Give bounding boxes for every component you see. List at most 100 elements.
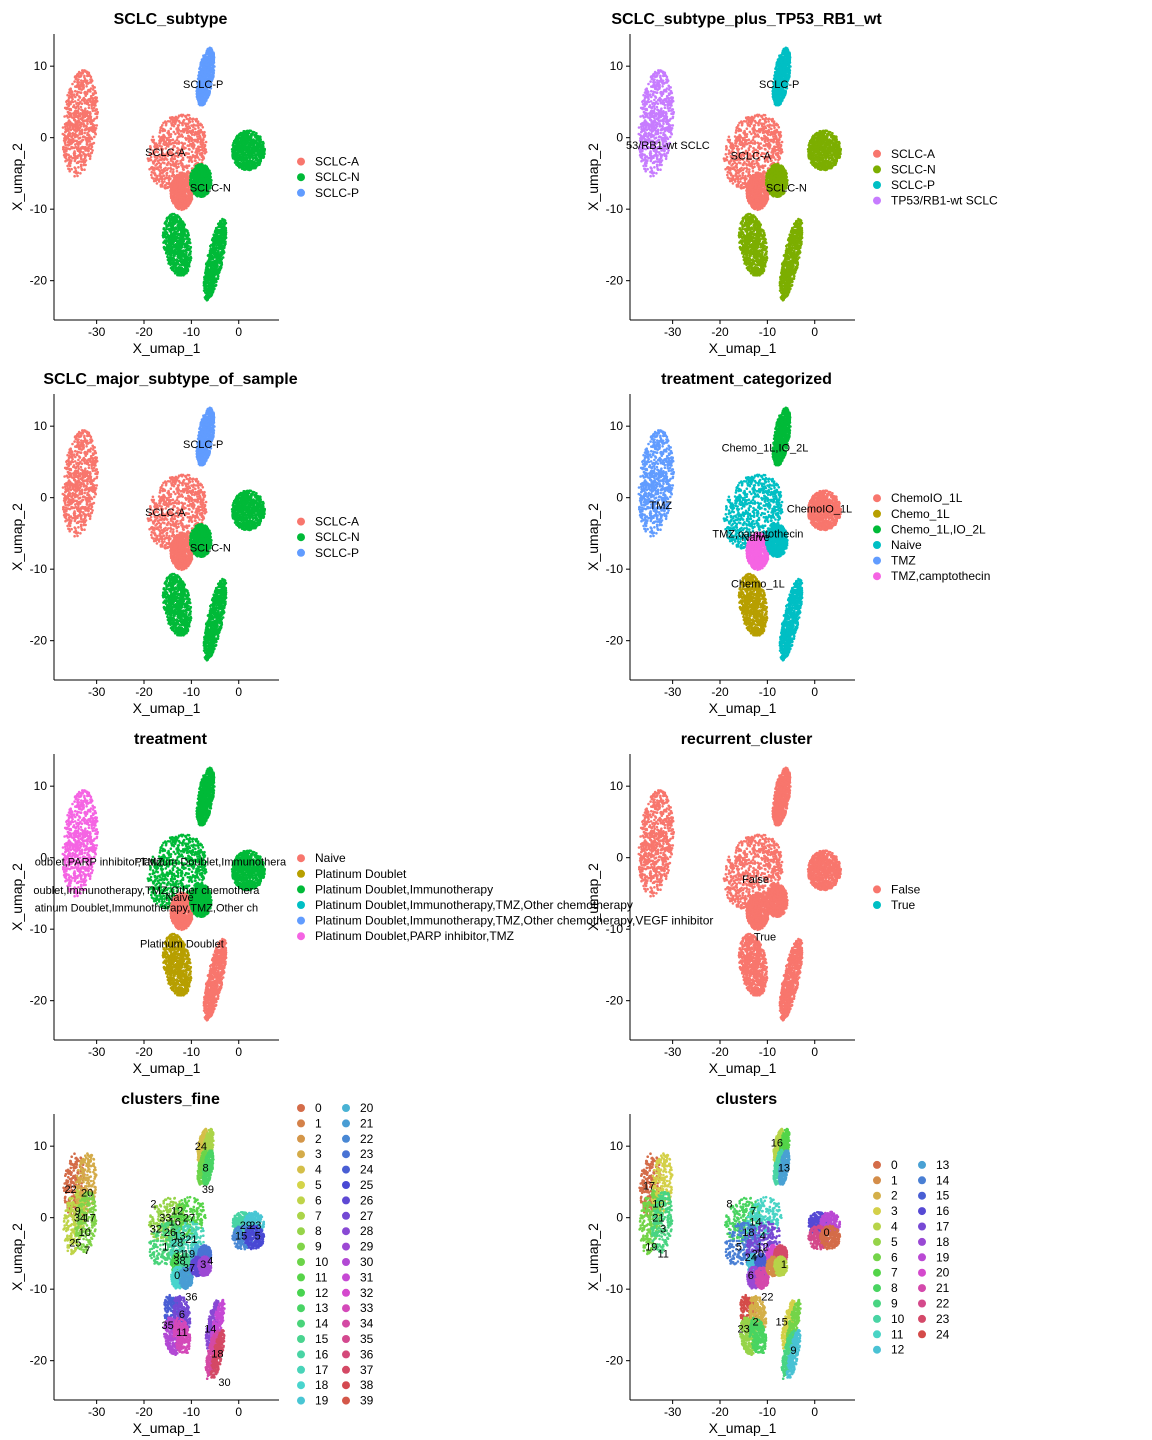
umap-panel-clusters-fine: clusters_fine-30 -20 -10 0100-10-20X_umap_1…: [9, 1091, 374, 1436]
x-tick-label: 0: [811, 325, 818, 339]
x-tick-label: -20: [135, 325, 153, 339]
legend-key: [297, 1288, 305, 1297]
legend-key: [873, 1284, 881, 1293]
legend-key: [297, 1304, 305, 1313]
x-axis-label: X_umap_1: [133, 700, 201, 716]
cluster-annotation: ChemoIO_1L: [787, 503, 852, 515]
legend-key: [297, 517, 305, 526]
cluster-annotation: 22: [761, 1291, 773, 1303]
legend-label: 19: [936, 1250, 950, 1264]
x-tick-label: -10: [183, 1045, 201, 1059]
cluster-annotation: 18: [742, 1227, 754, 1239]
y-tick-label: 0: [616, 491, 623, 505]
legend-key: [297, 1273, 305, 1282]
legend-key: [342, 1227, 350, 1236]
legend-key: [342, 1134, 350, 1143]
legend-label: 0: [891, 1158, 898, 1172]
legend-key: [873, 901, 881, 909]
cluster-annotation: 23: [738, 1324, 750, 1336]
cluster-annotation: 0: [174, 1270, 180, 1282]
cluster-annotation: 5: [255, 1231, 261, 1243]
scatter-points: [638, 1127, 842, 1380]
x-tick-label: 0: [811, 1045, 818, 1059]
legend-key: [297, 869, 305, 878]
cluster-annotation: 12: [757, 1241, 769, 1253]
y-tick-label: 10: [34, 59, 48, 73]
legend-label: Chemo_1L,IO_2L: [891, 522, 986, 536]
cluster-annotation: SCLC-N: [190, 543, 231, 555]
cluster-annotation: 33: [159, 1213, 171, 1225]
legend-key: [342, 1211, 350, 1220]
y-tick-label: 10: [34, 1139, 48, 1153]
cluster-annotation: oublet,Immunotherapy,TMZ,Other chemother…: [33, 885, 260, 897]
legend-key: [873, 1253, 881, 1262]
x-tick-label: -30: [664, 685, 682, 699]
cluster-annotation: 2: [752, 1316, 758, 1328]
x-tick-label: 0: [235, 325, 242, 339]
x-tick-label: -10: [183, 325, 201, 339]
cluster-annotation: 13: [173, 1231, 185, 1243]
legend-label: False: [891, 882, 921, 896]
legend-key: [873, 556, 881, 565]
cluster-annotation: 27: [183, 1213, 195, 1225]
cluster-annotation: 4: [760, 1231, 766, 1243]
legend-label: 10: [315, 1255, 329, 1269]
x-tick-label: 0: [811, 1405, 818, 1419]
legend-label: 36: [360, 1347, 374, 1361]
x-tick-label: -10: [759, 1405, 777, 1419]
x-tick-label: 0: [235, 1045, 242, 1059]
legend-key: [342, 1119, 350, 1128]
legend-label: 14: [936, 1173, 950, 1187]
legend-label: 12: [891, 1343, 905, 1357]
scatter-points: [61, 46, 267, 302]
cluster-annotation: Naive: [165, 892, 193, 904]
chart-title: SCLC_subtype: [114, 11, 228, 28]
cluster-annotation: Chemo_1L: [731, 578, 785, 590]
legend-label: 30: [360, 1255, 374, 1269]
legend-label: Platinum Doublet,Immunotherapy,TMZ,Other…: [315, 898, 633, 912]
legend-key: [918, 1207, 926, 1216]
legend-key: [297, 1242, 305, 1251]
legend-label: 16: [936, 1204, 950, 1218]
legend-key: [873, 885, 881, 894]
legend-label: 24: [936, 1327, 950, 1341]
x-axis-label: X_umap_1: [709, 340, 777, 356]
legend-label: 15: [315, 1332, 329, 1346]
legend-key: [342, 1165, 350, 1174]
legend-label: SCLC-N: [891, 162, 936, 176]
legend-key: [342, 1242, 350, 1251]
y-axis-label: X_umap_2: [585, 1223, 601, 1291]
legend-label: 33: [360, 1301, 374, 1315]
y-tick-label: -10: [30, 202, 48, 216]
legend-label: 16: [315, 1347, 329, 1361]
legend-key: [918, 1176, 926, 1185]
x-tick-label: -10: [183, 685, 201, 699]
y-tick-label: 10: [34, 779, 48, 793]
cluster-annotation: 11: [657, 1248, 668, 1260]
legend-label: Platinum Doublet,Immunotherapy: [315, 882, 493, 896]
cluster-annotation: True: [754, 931, 776, 943]
legend-label: 4: [315, 1163, 322, 1177]
chart-title: SCLC_major_subtype_of_sample: [43, 371, 297, 388]
legend-key: [342, 1365, 350, 1374]
legend-key: [873, 165, 881, 174]
legend-label: 19: [315, 1394, 329, 1408]
chart-title: clusters: [716, 1091, 777, 1108]
cluster-annotation: 4: [207, 1256, 213, 1268]
cluster-annotation: SCLC-A: [145, 147, 186, 159]
legend-label: True: [891, 898, 916, 912]
legend-label: 27: [360, 1209, 374, 1223]
legend-label: 20: [936, 1266, 950, 1280]
y-tick-label: 0: [616, 851, 623, 865]
cluster-annotation: 21: [652, 1213, 664, 1225]
cluster-annotation: 29: [240, 1220, 252, 1232]
y-tick-label: 0: [40, 1211, 47, 1225]
legend-label: 18: [936, 1235, 950, 1249]
legend-key: [297, 932, 305, 941]
x-tick-label: -20: [711, 1405, 729, 1419]
umap-panel-sclc-subtype-plus-tp53-rb1-wt: SCLC_subtype_plus_TP53_RB1_wt -30 -20 -10 0 1…: [585, 11, 998, 356]
legend-key: [297, 1196, 305, 1205]
legend-label: 17: [315, 1363, 329, 1377]
legend-label: 9: [315, 1240, 322, 1254]
